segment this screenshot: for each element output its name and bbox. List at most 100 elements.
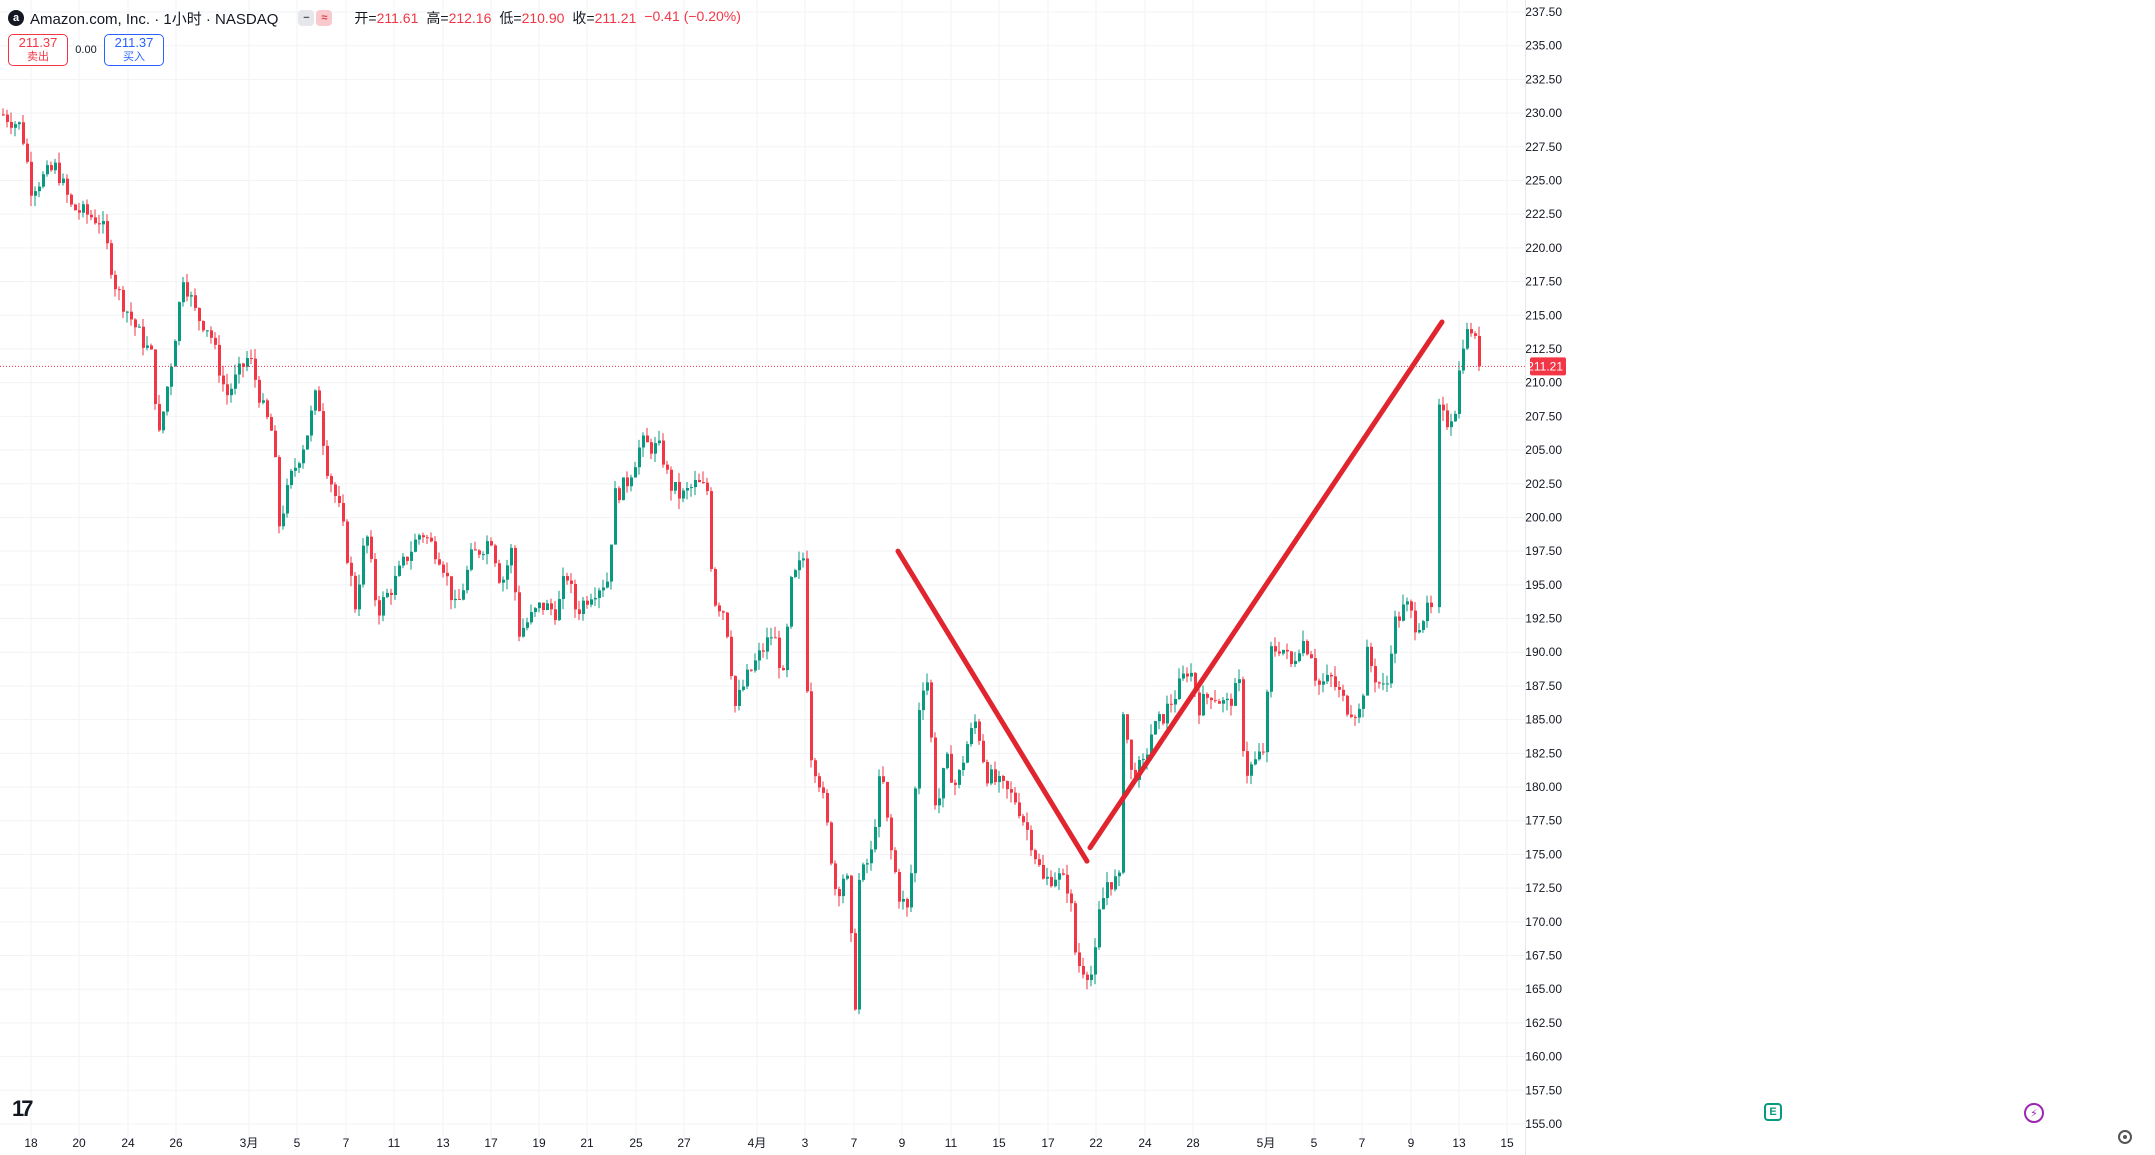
candle-body xyxy=(550,603,553,610)
x-tick-label: 17 xyxy=(484,1136,498,1150)
candle-body xyxy=(290,470,293,486)
candle-body xyxy=(14,124,17,128)
candle-body xyxy=(678,482,681,499)
x-tick-label: 17 xyxy=(1041,1136,1055,1150)
candle-body xyxy=(606,581,609,588)
y-tick-label: 205.00 xyxy=(1525,443,1562,457)
candle-body xyxy=(826,792,829,823)
candle-body xyxy=(866,863,869,865)
candle-body xyxy=(1474,333,1477,336)
candle-body xyxy=(882,776,885,783)
candle-body xyxy=(454,598,457,601)
candle-body xyxy=(602,587,605,591)
candle-body xyxy=(250,358,253,360)
candle-body xyxy=(190,295,193,297)
candle-body xyxy=(1346,695,1349,715)
candle-body xyxy=(1178,678,1181,699)
candle-body xyxy=(1454,413,1457,422)
candle-body xyxy=(1362,695,1365,709)
x-tick-label: 24 xyxy=(1138,1136,1152,1150)
candle-body xyxy=(382,597,385,616)
candle-body xyxy=(242,363,245,367)
buy-button[interactable]: 211.37 买入 xyxy=(104,34,164,66)
candle-body xyxy=(1438,404,1441,608)
candle-body xyxy=(934,737,937,806)
candle-body xyxy=(1426,602,1429,622)
wave-pill-icon[interactable]: ≈ xyxy=(316,10,333,26)
candle-body xyxy=(1114,876,1117,890)
x-tick-label: 21 xyxy=(580,1136,594,1150)
symbol-title[interactable]: Amazon.com, Inc. · 1小时 · NASDAQ xyxy=(30,10,279,28)
x-tick-label: 3 xyxy=(802,1136,809,1150)
candle-body xyxy=(1106,882,1109,899)
candle-body xyxy=(622,477,625,501)
candle-body xyxy=(518,592,521,637)
candle-body xyxy=(230,388,233,396)
candle-body xyxy=(330,476,333,485)
flash-icon[interactable]: ⚡ xyxy=(2024,1103,2044,1123)
candle-body xyxy=(78,210,81,213)
y-tick-label: 207.50 xyxy=(1525,409,1562,423)
candle-body xyxy=(214,337,217,345)
candle-body xyxy=(1062,873,1065,875)
candle-body xyxy=(1378,682,1381,684)
y-tick-label: 212.50 xyxy=(1525,342,1562,356)
candle-body xyxy=(118,289,121,291)
candle-body xyxy=(830,822,833,864)
low-value: 210.90 xyxy=(521,10,565,26)
candle-body xyxy=(770,637,773,639)
y-tick-label: 195.00 xyxy=(1525,578,1562,592)
candle-body xyxy=(1446,410,1449,428)
y-tick-label: 182.50 xyxy=(1525,746,1562,760)
candle-body xyxy=(982,740,985,762)
candle-body xyxy=(402,556,405,566)
collapse-pill-icon[interactable]: − xyxy=(298,10,315,26)
candle-body xyxy=(210,330,213,338)
candle-body xyxy=(458,598,461,600)
candle-body xyxy=(1118,872,1121,877)
candle-body xyxy=(1034,850,1037,860)
candle-body xyxy=(1162,714,1165,724)
candle-body xyxy=(202,321,205,331)
tradingview-logo-icon[interactable]: 17 xyxy=(12,1096,34,1121)
candle-body xyxy=(854,933,857,1010)
candle-body xyxy=(282,513,285,527)
ohlc-readout: 开=211.61 高=212.16 低=210.90 收=211.21 −0.4… xyxy=(354,8,740,28)
candle-body xyxy=(762,650,765,652)
y-tick-label: 235.00 xyxy=(1525,39,1562,53)
candle-body xyxy=(1294,660,1297,665)
y-tick-label: 165.00 xyxy=(1525,982,1562,996)
candle-body xyxy=(150,345,153,350)
buy-price: 211.37 xyxy=(114,35,154,50)
x-tick-label: 3月 xyxy=(240,1136,259,1150)
candle-body xyxy=(1318,680,1321,685)
candle-body xyxy=(666,464,669,470)
candle-body xyxy=(166,386,169,412)
candle-body xyxy=(1194,672,1197,693)
x-tick-label: 13 xyxy=(436,1136,450,1150)
candle-body xyxy=(926,682,929,691)
settings-icon[interactable] xyxy=(2118,1130,2132,1144)
candle-body xyxy=(414,539,417,552)
candle-body xyxy=(442,564,445,573)
close-label: 收= xyxy=(572,10,595,26)
earnings-event-icon[interactable]: E xyxy=(1764,1103,1782,1121)
candle-body xyxy=(962,762,965,771)
candle-body xyxy=(694,479,697,488)
candle-body xyxy=(490,541,493,546)
candle-body xyxy=(718,605,721,612)
sell-button[interactable]: 211.37 卖出 xyxy=(8,34,68,66)
chart-header: a Amazon.com, Inc. · 1小时 · NASDAQ − ≈ 开=… xyxy=(8,6,741,30)
candle-body xyxy=(1070,893,1073,904)
candle-body xyxy=(750,669,753,671)
candle-body xyxy=(362,545,365,585)
candle-body xyxy=(950,753,953,783)
candle-body xyxy=(186,282,189,297)
candle-body xyxy=(638,447,641,468)
candle-body xyxy=(386,592,389,598)
candle-body xyxy=(366,536,369,546)
candle-body xyxy=(554,609,557,621)
candle-body xyxy=(806,558,809,692)
